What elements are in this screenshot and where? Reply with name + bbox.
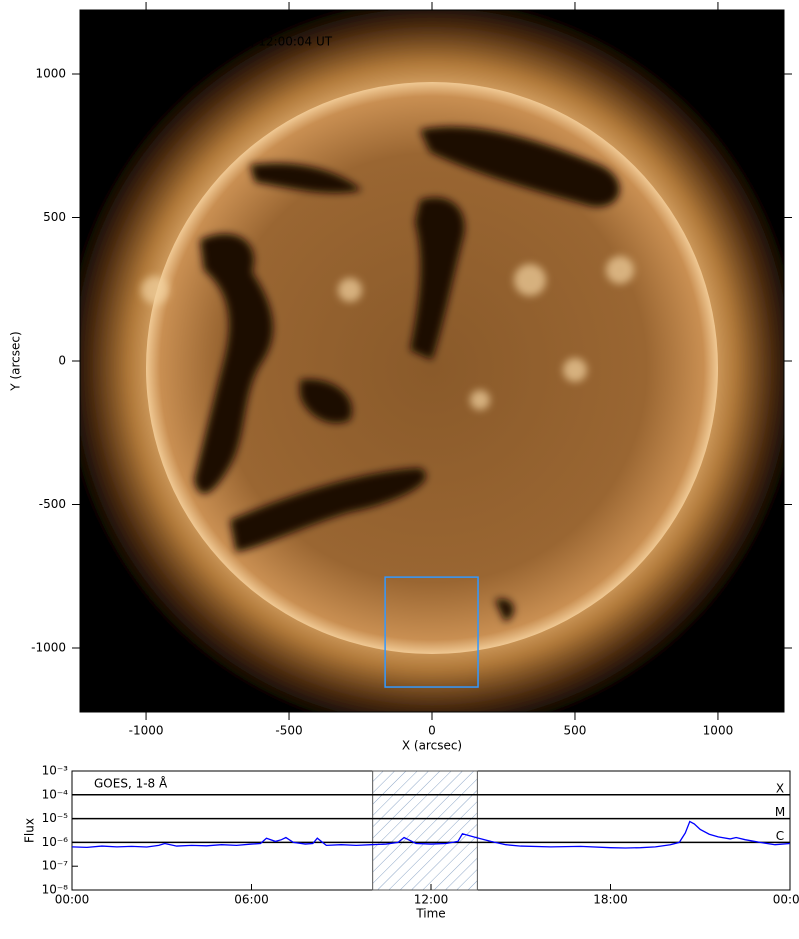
x-axis-label: Time xyxy=(415,907,445,921)
flux-line xyxy=(71,820,791,849)
y-tick-label: 0 xyxy=(58,354,66,368)
series-label: GOES, 1-8 Å xyxy=(94,776,168,791)
y-axis-label: Y (arcsec) xyxy=(9,331,23,391)
x-tick-label: 06:00 xyxy=(234,893,269,907)
y-tick-label: 10⁻⁴ xyxy=(42,787,69,801)
region-box xyxy=(384,576,479,688)
y-tick-label: 10⁻⁷ xyxy=(42,859,69,873)
x-tick-label: 18:00 xyxy=(593,893,628,907)
x-tick-label: -500 xyxy=(275,724,302,738)
y-tick-label: -1000 xyxy=(31,640,66,654)
x-tick-label: 00:00 xyxy=(773,893,799,907)
annotation: AIA 0193, 9-Mar-2026, 12:00:04 UT xyxy=(120,35,333,49)
y-tick-label: -500 xyxy=(39,497,66,511)
class-label: X xyxy=(776,781,784,795)
solar-image xyxy=(80,10,784,712)
y-tick-label: 10⁻⁸ xyxy=(42,883,69,897)
y-axis-label: Flux xyxy=(23,818,37,843)
coronal-holes xyxy=(194,126,620,622)
class-label: C xyxy=(776,829,784,843)
x-tick-label: 12:00 xyxy=(414,893,449,907)
x-tick-label: 0 xyxy=(428,724,436,738)
y-tick-label: 10⁻³ xyxy=(42,764,69,778)
y-tick-label: 1000 xyxy=(35,67,66,81)
x-tick-label: 500 xyxy=(564,724,587,738)
time-window xyxy=(372,770,478,891)
class-label: M xyxy=(775,805,785,819)
x-axis-label: X (arcsec) xyxy=(402,739,462,753)
y-tick-label: 500 xyxy=(43,210,66,224)
x-tick-label: 1000 xyxy=(703,724,734,738)
y-tick-label: 10⁻⁵ xyxy=(42,811,69,825)
x-tick-label: -1000 xyxy=(129,724,164,738)
y-tick-label: 10⁻⁶ xyxy=(42,835,69,849)
x-tick-label: 00:00 xyxy=(55,893,90,907)
